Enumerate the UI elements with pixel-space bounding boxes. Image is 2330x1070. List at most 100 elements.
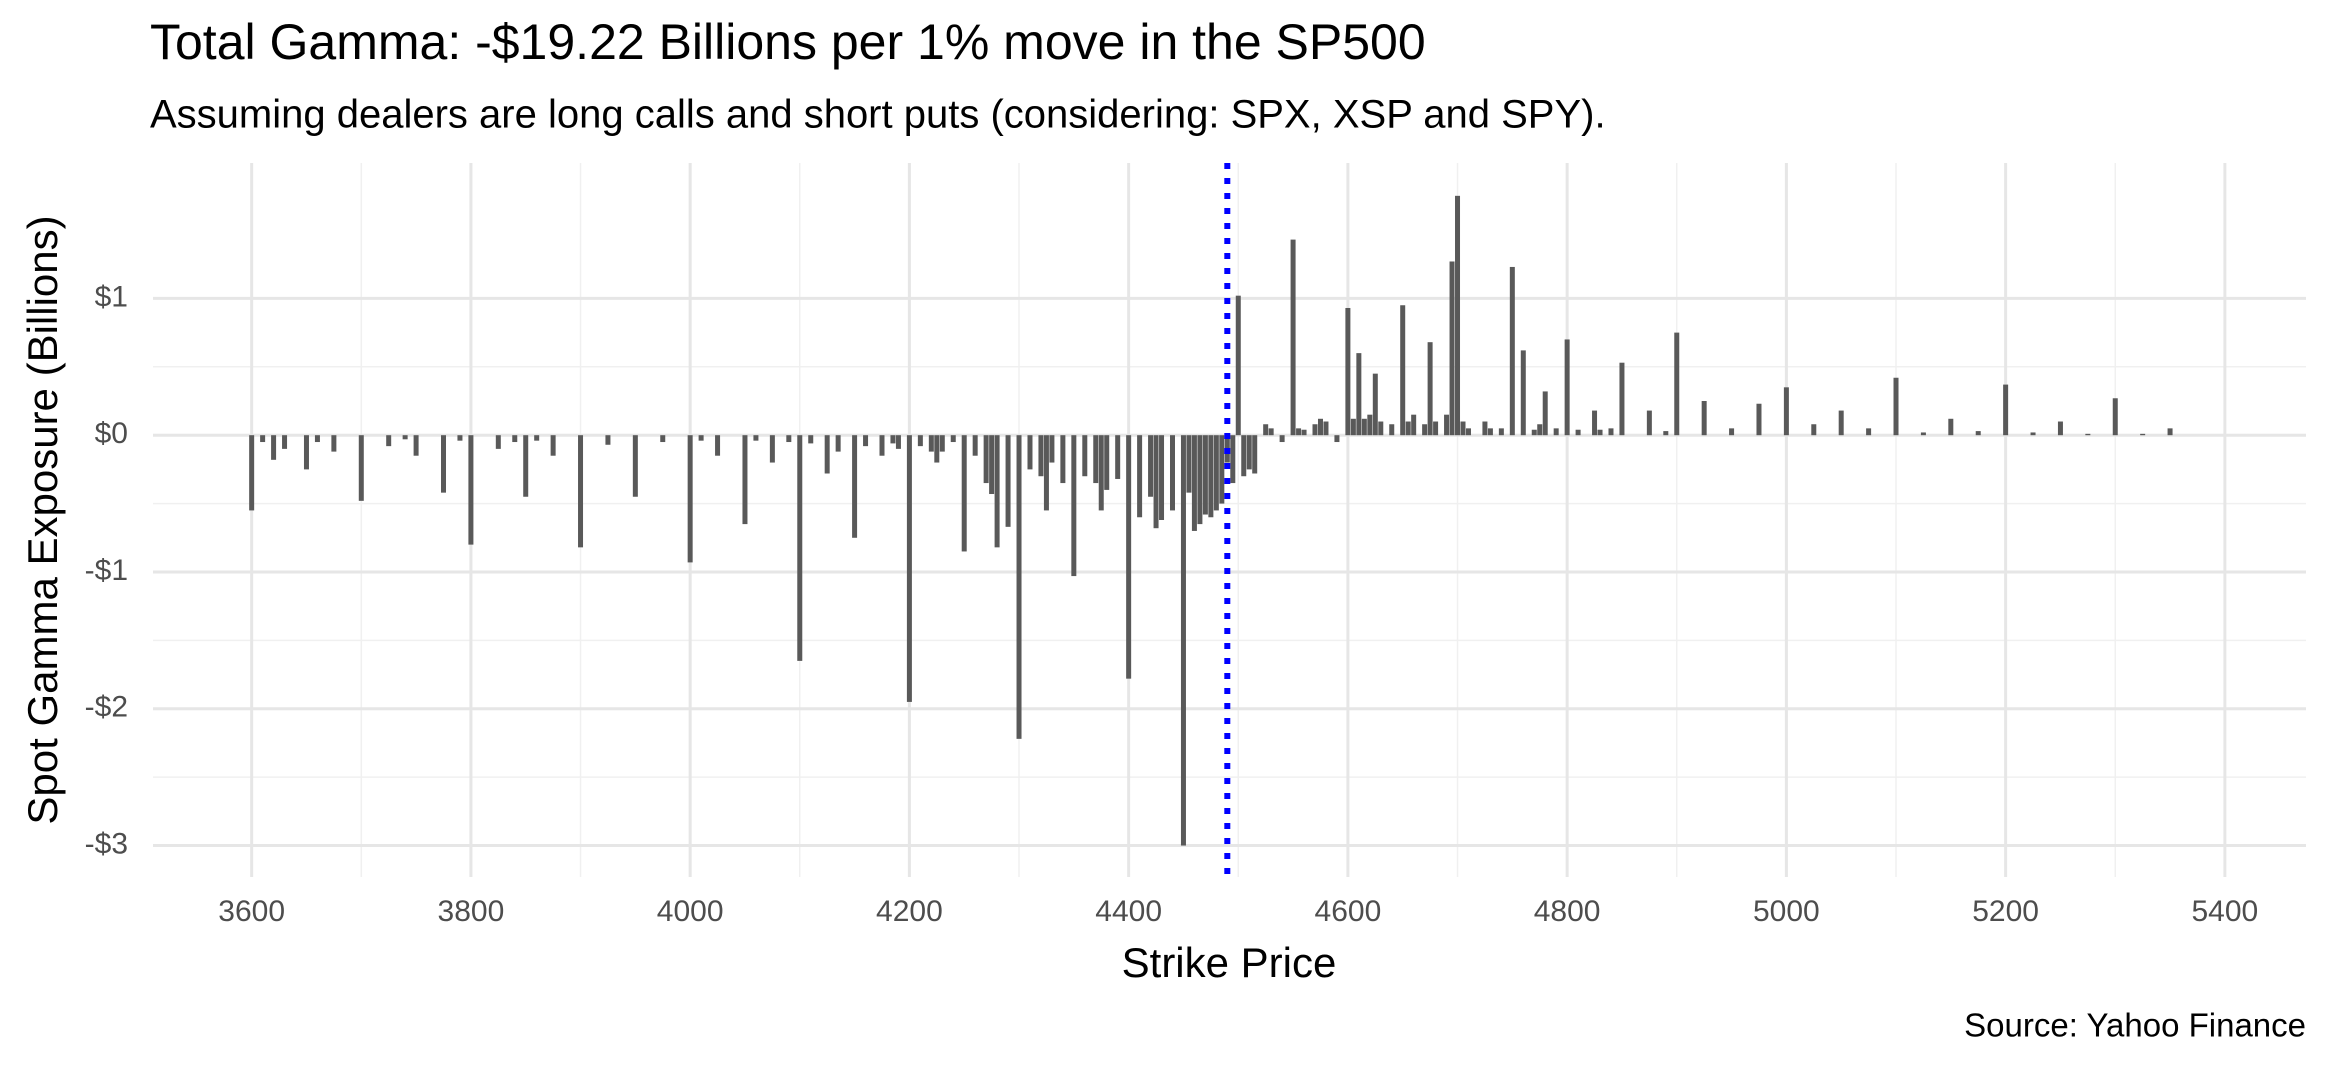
bar xyxy=(260,435,266,443)
bar xyxy=(715,435,721,456)
bar xyxy=(742,435,748,525)
bar xyxy=(786,435,792,443)
y-axis-title: Spot Gamma Exposure (Billions) xyxy=(19,215,66,824)
x-tick-label: 3600 xyxy=(218,895,285,928)
bar xyxy=(989,435,995,495)
bar xyxy=(1405,421,1411,436)
bar xyxy=(934,435,940,463)
bar xyxy=(687,435,693,563)
bar xyxy=(1729,428,1735,436)
bar xyxy=(1043,435,1049,511)
bar xyxy=(1663,431,1669,436)
y-tick-label: $1 xyxy=(95,280,128,313)
bar xyxy=(1811,424,1817,436)
bar xyxy=(303,435,309,470)
bar xyxy=(797,435,803,661)
bar xyxy=(1564,339,1570,436)
bar xyxy=(1153,435,1159,529)
bar xyxy=(890,435,896,444)
bar xyxy=(314,435,320,443)
bar xyxy=(1427,342,1433,436)
bar xyxy=(1323,421,1329,436)
bar xyxy=(1411,414,1417,436)
bar xyxy=(906,435,912,702)
bar xyxy=(495,435,501,449)
bar xyxy=(961,435,967,552)
bar xyxy=(457,435,463,441)
bar xyxy=(1098,435,1104,511)
bar xyxy=(2030,432,2036,436)
bar xyxy=(1542,391,1548,436)
bar xyxy=(1246,435,1252,470)
bar xyxy=(1866,428,1872,436)
bar xyxy=(808,435,814,444)
bar xyxy=(1038,435,1044,477)
bar xyxy=(402,435,408,440)
bar xyxy=(1241,435,1247,477)
bar xyxy=(2140,433,2146,436)
caption: Source: Yahoo Finance xyxy=(1964,1007,2306,1044)
bar xyxy=(1252,435,1258,474)
bar xyxy=(1465,428,1471,436)
bar xyxy=(1104,435,1110,490)
bar xyxy=(2003,384,2009,436)
bar xyxy=(1148,435,1154,497)
bar xyxy=(1537,424,1543,436)
bar xyxy=(282,435,288,449)
bar xyxy=(632,435,638,497)
bar xyxy=(1060,435,1066,484)
bar xyxy=(1126,435,1132,679)
bar xyxy=(2167,428,2173,436)
y-tick-label: -$3 xyxy=(85,827,128,860)
bar xyxy=(1608,428,1614,436)
x-tick-label: 5400 xyxy=(2192,895,2259,928)
bar xyxy=(1213,435,1219,511)
bar xyxy=(1444,414,1450,436)
bar xyxy=(1301,429,1307,436)
bar xyxy=(835,435,841,452)
bar xyxy=(928,435,934,452)
bar xyxy=(578,435,584,548)
bar xyxy=(1575,429,1581,436)
bar xyxy=(1350,418,1356,436)
bar xyxy=(534,435,540,441)
bar xyxy=(1422,424,1428,436)
bar xyxy=(1975,431,1981,436)
bar xyxy=(271,435,277,460)
x-tick-label: 4200 xyxy=(876,895,943,928)
bar xyxy=(1487,428,1493,436)
bar xyxy=(1460,421,1466,436)
bar xyxy=(358,435,364,501)
bar xyxy=(1389,424,1395,436)
bar xyxy=(1115,435,1121,479)
bar xyxy=(2085,433,2091,436)
bar xyxy=(1553,428,1559,436)
bar xyxy=(1180,435,1186,846)
bar xyxy=(1674,332,1680,436)
bar xyxy=(939,435,945,452)
x-tick-label: 4800 xyxy=(1534,895,1601,928)
x-tick-label: 5000 xyxy=(1753,895,1820,928)
chart-title: Total Gamma: -$19.22 Billions per 1% mov… xyxy=(150,14,1426,70)
bar xyxy=(2112,398,2118,436)
bar xyxy=(1345,307,1351,436)
bar xyxy=(1361,418,1367,436)
bar xyxy=(512,435,518,443)
bar xyxy=(917,435,923,447)
x-tick-label: 4400 xyxy=(1095,895,1162,928)
bar xyxy=(550,435,556,456)
bar xyxy=(950,435,956,443)
bar xyxy=(1482,421,1488,436)
bar xyxy=(413,435,419,456)
bar xyxy=(895,435,901,449)
bar xyxy=(1592,410,1598,436)
x-tick-label: 4600 xyxy=(1315,895,1382,928)
x-tick-label: 4000 xyxy=(657,895,724,928)
bar xyxy=(1219,435,1225,504)
bar xyxy=(1296,428,1302,436)
chart-subtitle: Assuming dealers are long calls and shor… xyxy=(150,93,1606,137)
bar xyxy=(1378,421,1384,436)
bar xyxy=(824,435,830,474)
bar xyxy=(1016,435,1022,739)
